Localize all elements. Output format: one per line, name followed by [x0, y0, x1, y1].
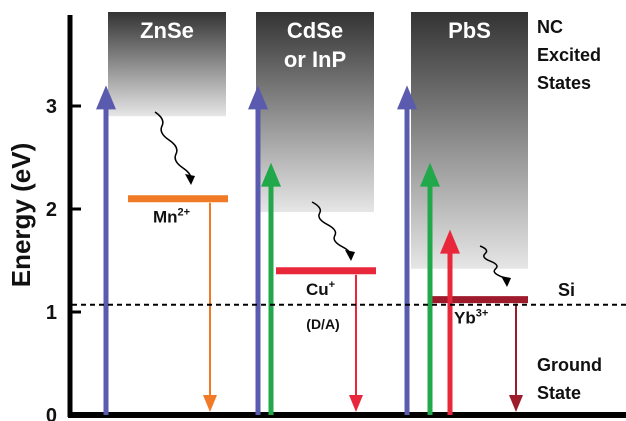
si-label: Si: [558, 280, 575, 300]
znse-name-line-0: ZnSe: [140, 18, 194, 43]
nc-column-znse: ZnSe Mn2+: [108, 12, 228, 227]
cdse-inp-absorption-arrow-0: [248, 85, 268, 415]
nc-excited-state-blocks: ZnSe Mn2+ CdSe or InP Cu+ (D/A) PbS Yb3+: [108, 12, 528, 332]
cdse-inp-dopant-label: Cu+: [306, 279, 335, 299]
pbs-absorption-arrow-2: [440, 229, 460, 415]
side-label-excited-1: NC: [537, 17, 563, 37]
cdse-inp-name-line-1: or InP: [284, 47, 346, 72]
znse-emission-arrow: [203, 202, 217, 412]
side-label-excited-3: States: [537, 73, 591, 93]
transition-arrows: [96, 85, 523, 415]
cdse-inp-absorption-arrow-1: [261, 162, 281, 415]
pbs-absorption-arrow-0: [397, 85, 417, 415]
znse-relaxation-squiggle: [154, 111, 195, 185]
cdse-inp-relaxation-squiggle: [311, 201, 355, 261]
pbs-absorption-arrow-1: [420, 162, 440, 415]
y-axis-ticks: 0 1 2 3: [46, 96, 81, 421]
cdse-inp-name-line-0: CdSe: [287, 18, 343, 43]
pbs-name-line-0: PbS: [448, 18, 491, 43]
y-tick-label-3: 3: [46, 96, 57, 118]
znse-absorption-arrow-0: [96, 85, 116, 415]
y-tick-label-0: 0: [46, 405, 57, 421]
cdse-inp-dopant-note: (D/A): [306, 316, 339, 332]
y-tick-label-1: 1: [46, 302, 57, 324]
y-axis-title: Energy (eV): [6, 143, 36, 288]
pbs-dopant-label: Yb3+: [454, 308, 488, 328]
znse-excited-block: [108, 12, 226, 117]
znse-dopant-label: Mn2+: [153, 207, 190, 227]
y-tick-label-2: 2: [46, 199, 57, 221]
side-label-excited-2: Excited: [537, 45, 601, 65]
pbs-emission-arrow: [509, 303, 523, 412]
pbs-relaxation-squiggle: [479, 245, 511, 287]
cdse-inp-emission-arrow: [349, 274, 363, 412]
side-label-ground-2: State: [537, 383, 581, 403]
side-label-ground-1: Ground: [537, 355, 602, 375]
